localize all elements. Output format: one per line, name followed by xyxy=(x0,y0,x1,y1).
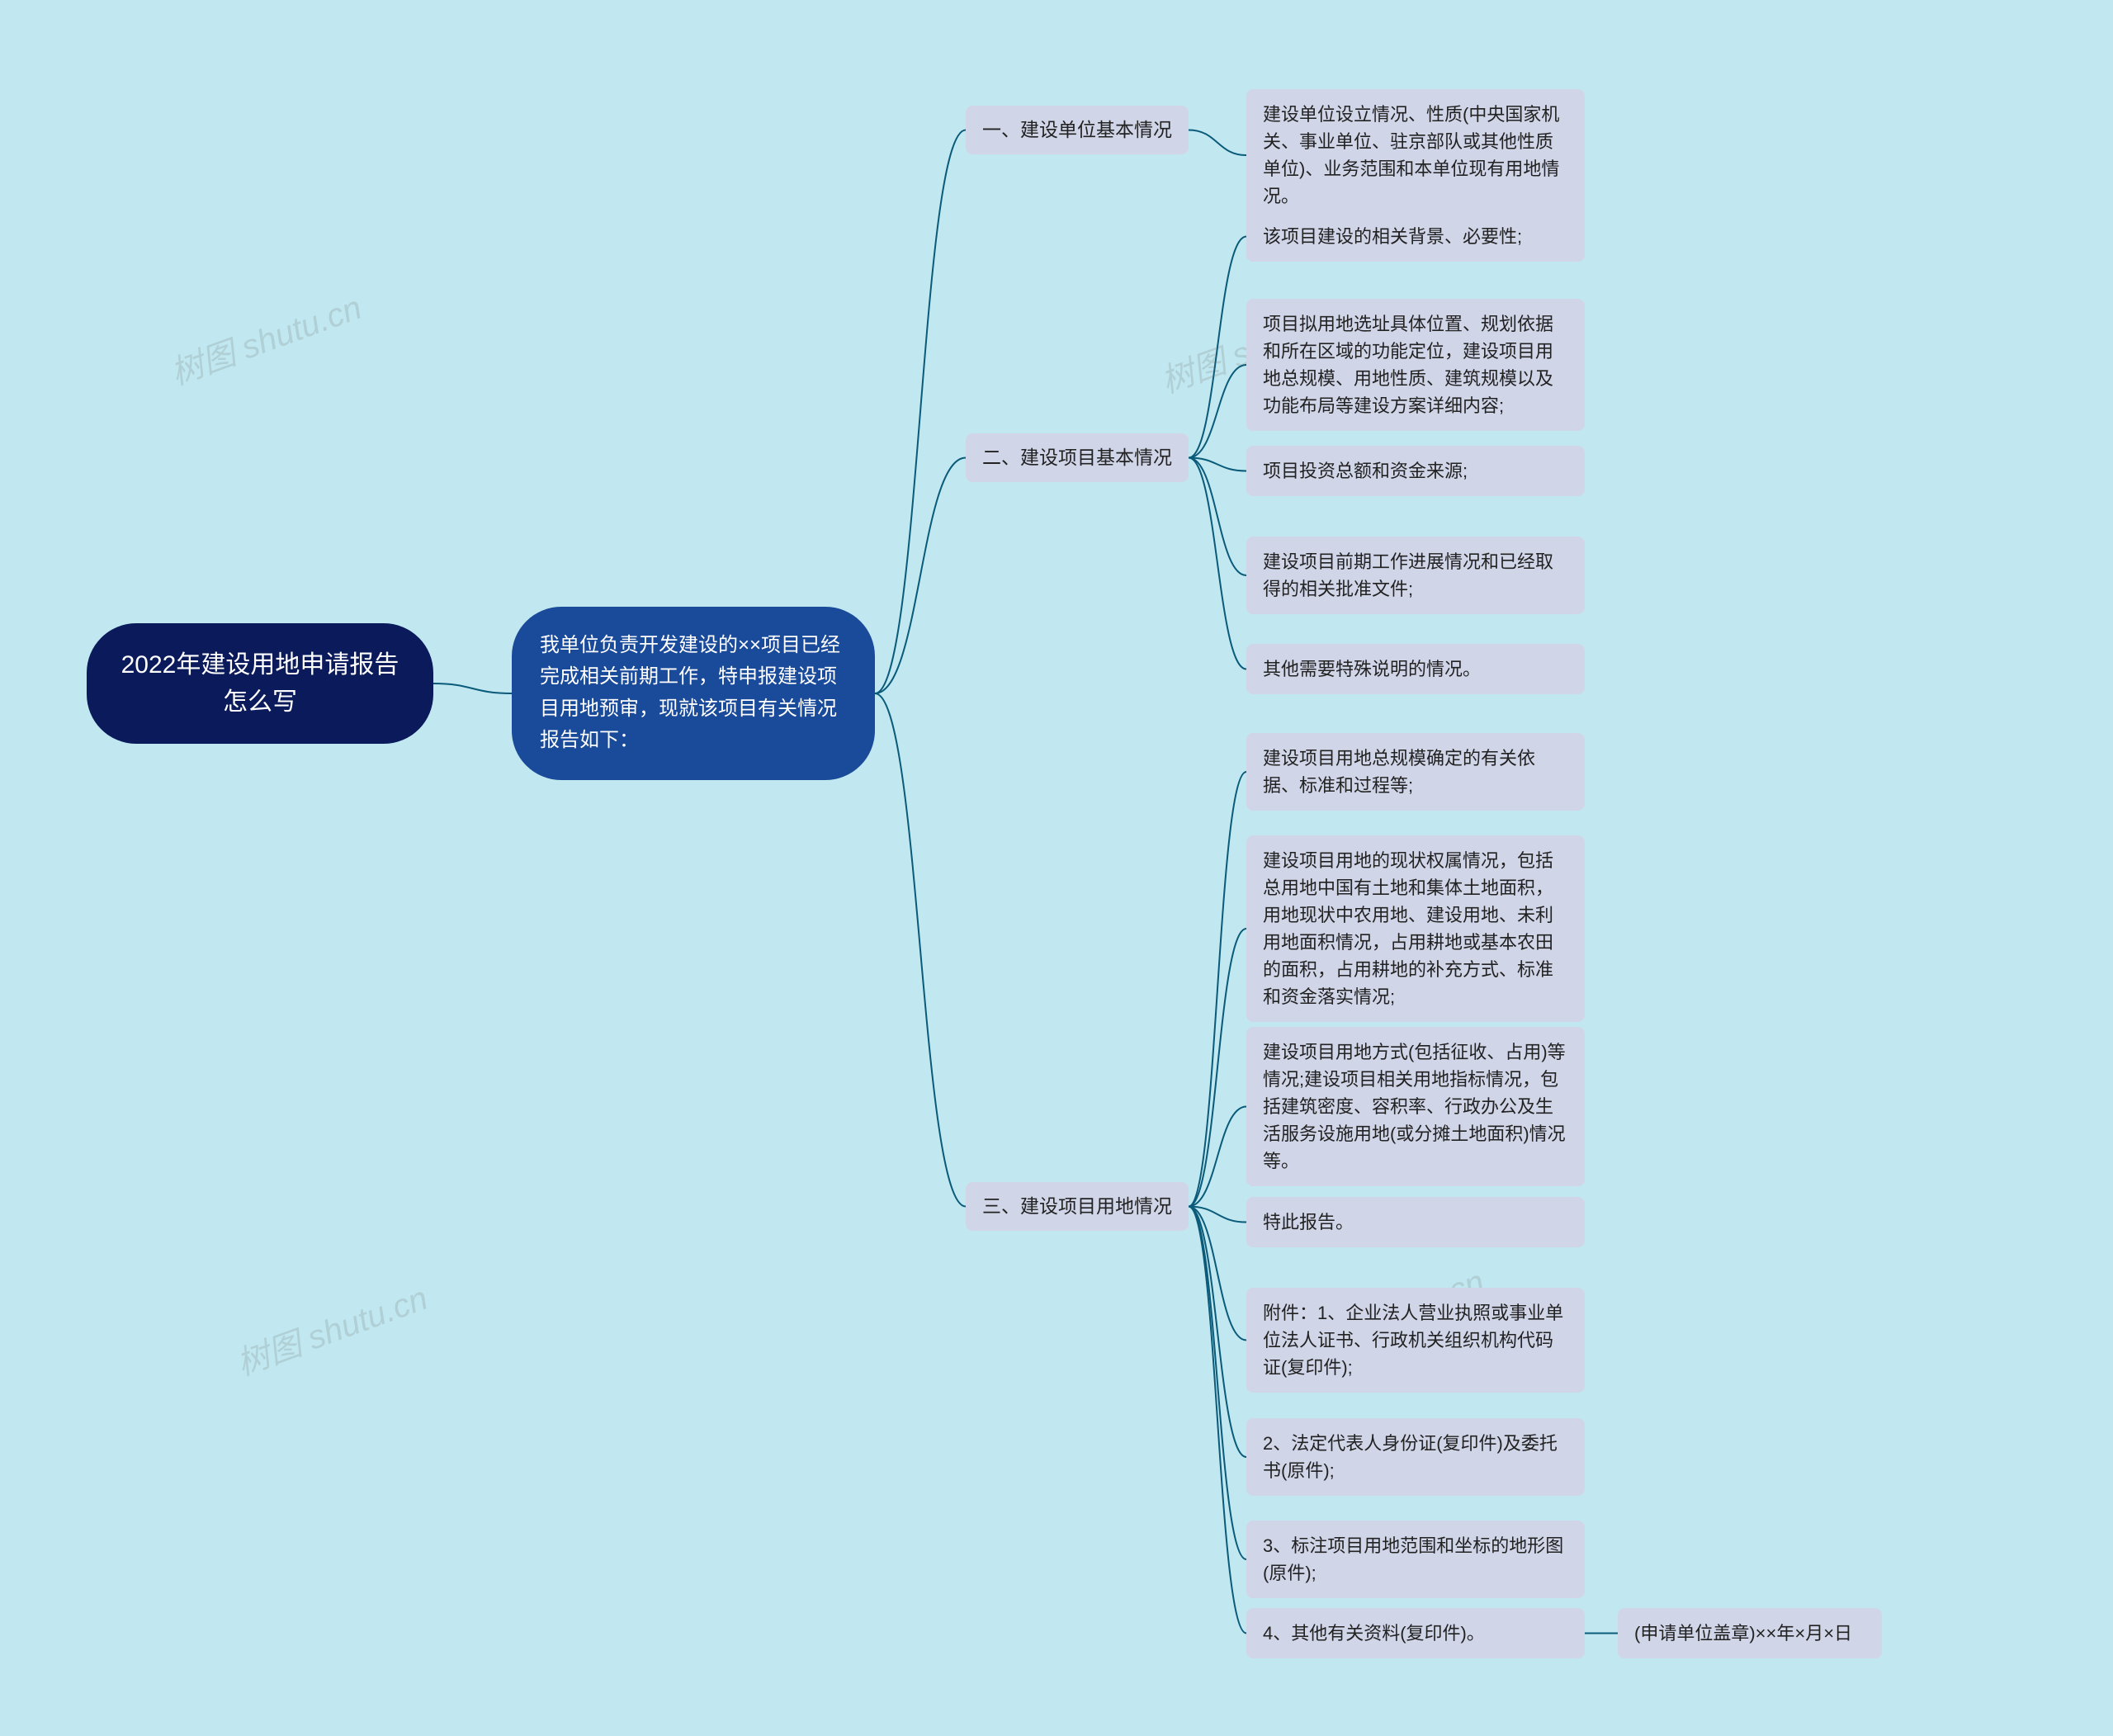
intro-node: 我单位负责开发建设的××项目已经完成相关前期工作，特申报建设项目用地预审，现就该… xyxy=(512,607,875,780)
leaf-node: 建设项目用地的现状权属情况，包括总用地中国有土地和集体土地面积，用地现状中农用地… xyxy=(1246,835,1585,1022)
root-node: 2022年建设用地申请报告怎么写 xyxy=(87,623,433,744)
leaf-text: 建设项目用地总规模确定的有关依据、标准和过程等; xyxy=(1263,748,1535,796)
tail-node: (申请单位盖章)××年×月×日 xyxy=(1618,1608,1882,1658)
section-node: 三、建设项目用地情况 xyxy=(966,1182,1189,1231)
leaf-node: 2、法定代表人身份证(复印件)及委托书(原件); xyxy=(1246,1418,1585,1496)
leaf-node: 项目投资总额和资金来源; xyxy=(1246,446,1585,496)
leaf-text: 建设项目用地的现状权属情况，包括总用地中国有土地和集体土地面积，用地现状中农用地… xyxy=(1263,850,1553,1007)
leaf-node: 项目拟用地选址具体位置、规划依据和所在区域的功能定位，建设项目用地总规模、用地性… xyxy=(1246,299,1585,431)
leaf-text: 建设项目前期工作进展情况和已经取得的相关批准文件; xyxy=(1263,551,1553,599)
leaf-text: 建设项目用地方式(包括征收、占用)等情况;建设项目相关用地指标情况，包括建筑密度… xyxy=(1263,1042,1566,1171)
section-node: 一、建设单位基本情况 xyxy=(966,106,1189,154)
leaf-text: 该项目建设的相关背景、必要性; xyxy=(1263,226,1522,247)
section-title: 一、建设单位基本情况 xyxy=(982,119,1172,140)
leaf-node: 特此报告。 xyxy=(1246,1197,1585,1247)
leaf-node: 该项目建设的相关背景、必要性; xyxy=(1246,211,1585,262)
leaf-text: 特此报告。 xyxy=(1263,1212,1354,1232)
leaf-node: 附件：1、企业法人营业执照或事业单位法人证书、行政机关组织机构代码证(复印件); xyxy=(1246,1288,1585,1393)
watermark: 树图 shutu.cn xyxy=(229,1271,433,1384)
leaf-text: 项目投资总额和资金来源; xyxy=(1263,461,1468,481)
leaf-node: 建设项目用地方式(包括征收、占用)等情况;建设项目相关用地指标情况，包括建筑密度… xyxy=(1246,1027,1585,1186)
leaf-text: 4、其他有关资料(复印件)。 xyxy=(1263,1623,1485,1644)
leaf-node: 建设项目用地总规模确定的有关依据、标准和过程等; xyxy=(1246,733,1585,811)
leaf-text: 3、标注项目用地范围和坐标的地形图(原件); xyxy=(1263,1535,1563,1583)
leaf-node: 建设项目前期工作进展情况和已经取得的相关批准文件; xyxy=(1246,537,1585,614)
leaf-node: 4、其他有关资料(复印件)。 xyxy=(1246,1608,1585,1658)
leaf-node: 3、标注项目用地范围和坐标的地形图(原件); xyxy=(1246,1521,1585,1598)
leaf-node: 其他需要特殊说明的情况。 xyxy=(1246,644,1585,694)
watermark: 树图 shutu.cn xyxy=(163,281,367,394)
root-text: 2022年建设用地申请报告怎么写 xyxy=(121,651,399,716)
leaf-text: 其他需要特殊说明的情况。 xyxy=(1263,659,1481,679)
leaf-node: 建设单位设立情况、性质(中央国家机关、事业单位、驻京部队或其他性质单位)、业务范… xyxy=(1246,89,1585,221)
connector-layer xyxy=(0,0,2113,1736)
leaf-text: 建设单位设立情况、性质(中央国家机关、事业单位、驻京部队或其他性质单位)、业务范… xyxy=(1263,104,1559,206)
tail-text: (申请单位盖章)××年×月×日 xyxy=(1634,1623,1852,1644)
section-title: 二、建设项目基本情况 xyxy=(982,447,1172,468)
leaf-text: 项目拟用地选址具体位置、规划依据和所在区域的功能定位，建设项目用地总规模、用地性… xyxy=(1263,314,1553,416)
intro-text: 我单位负责开发建设的××项目已经完成相关前期工作，特申报建设项目用地预审，现就该… xyxy=(540,634,840,751)
section-title: 三、建设项目用地情况 xyxy=(982,1195,1172,1217)
leaf-text: 附件：1、企业法人营业执照或事业单位法人证书、行政机关组织机构代码证(复印件); xyxy=(1263,1303,1563,1378)
section-node: 二、建设项目基本情况 xyxy=(966,433,1189,482)
leaf-text: 2、法定代表人身份证(复印件)及委托书(原件); xyxy=(1263,1433,1558,1481)
